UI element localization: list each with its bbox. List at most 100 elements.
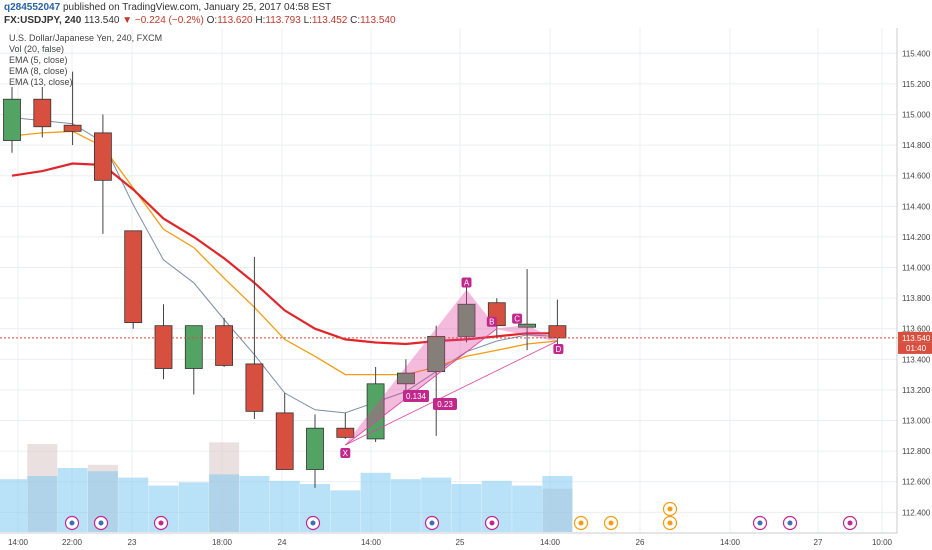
symbol-info: FX:USDJPY, 240 113.540 ▼ −0.224 (−0.2%) … (4, 15, 396, 26)
price-axis-bg (897, 28, 932, 550)
economic-event-dot (608, 520, 614, 526)
ratio-label: 0.134 (406, 392, 427, 401)
time-axis-label: 14:00 (720, 538, 741, 547)
volume-bar (209, 474, 240, 532)
economic-event-dot (667, 506, 673, 512)
candle-down (63, 124, 82, 132)
candle-up (306, 427, 324, 470)
economic-event-dot (429, 520, 435, 526)
price-axis-label: 112.800 (902, 447, 931, 456)
candle-down (245, 363, 264, 412)
username-link[interactable]: q284552047 (4, 2, 61, 13)
volume-bar (27, 476, 58, 532)
legend-title: U.S. Dollar/Japanese Yen, 240, FXCM (9, 33, 163, 43)
legend-ema8[interactable]: EMA (8, close) (9, 66, 68, 76)
candle-up (518, 323, 536, 328)
economic-event-dot (69, 520, 75, 526)
time-axis-label: 14:00 (361, 538, 382, 547)
price-axis-label: 114.400 (902, 202, 931, 211)
pattern-point-label: A (464, 278, 470, 287)
published-text: published on TradingView.com, January 25… (62, 2, 332, 13)
candle-down (215, 325, 234, 366)
pattern-bcd-triangle (496, 325, 558, 342)
volume-bar (512, 485, 543, 532)
legend-vol[interactable]: Vol (20, false) (9, 44, 65, 54)
time-axis-label: 25 (456, 538, 465, 547)
economic-event-dot (489, 520, 495, 526)
price-axis-label: 113.200 (902, 386, 931, 395)
chart-header: q284552047 published on TradingView.com,… (0, 0, 932, 30)
economic-event-dot (98, 520, 104, 526)
plot-background (0, 28, 897, 533)
price-axis-label: 113.000 (902, 417, 931, 426)
price-chart[interactable]: X A B C D 0.134 0.23 115.400 115.200 115.000 114.8… (0, 28, 932, 550)
time-axis-label: 23 (128, 538, 137, 547)
pattern-point-badge (553, 343, 564, 354)
legend-ema5[interactable]: EMA (5, close) (9, 55, 68, 65)
price-axis-label: 115.000 (902, 111, 931, 120)
volume-bar (390, 479, 421, 532)
time-axis-label: 26 (636, 538, 645, 547)
low-value: 113.452 (311, 15, 348, 26)
high-label: H: (255, 15, 266, 26)
economic-event-dot (787, 520, 793, 526)
open-value: 113.620 (217, 15, 253, 26)
time-axis-label: 14:00 (540, 538, 561, 547)
price-axis-label: 113.400 (902, 355, 931, 364)
current-price-tag (898, 331, 932, 343)
high-value: 113.793 (265, 15, 301, 26)
time-axis-label: 22:00 (62, 538, 83, 547)
volume-bar (178, 482, 209, 532)
volume-bar (118, 477, 149, 532)
time-axis-label: 24 (278, 538, 287, 547)
volume-bar (451, 484, 482, 532)
close-value: 113.540 (360, 15, 396, 26)
volume-bar (0, 479, 27, 532)
countdown-label: 01:40 (906, 344, 927, 353)
symbol-label[interactable]: FX:USDJPY, 240 (4, 15, 82, 26)
candle-down (154, 325, 173, 369)
price-axis-label: 112.400 (902, 508, 931, 517)
volume-bar (269, 480, 300, 532)
publish-info: q284552047 published on TradingView.com,… (4, 2, 331, 13)
price-axis-label: 114.000 (902, 264, 931, 273)
economic-event-dot (578, 520, 584, 526)
pattern-point-badge (340, 448, 351, 459)
price-axis-label: 114.600 (902, 172, 931, 181)
legend-ema13[interactable]: EMA (13, close) (9, 77, 73, 87)
low-label: L: (303, 15, 312, 26)
candle-up (457, 303, 476, 337)
price-change: ▼ −0.224 (−0.2%) (122, 15, 204, 26)
price-axis-label: 114.200 (902, 233, 931, 242)
candle-down (124, 230, 143, 324)
time-axis-label: 14:00 (8, 538, 29, 547)
economic-event-dot (310, 520, 316, 526)
pattern-point-label: D (556, 345, 562, 354)
candle-down (548, 325, 567, 339)
pattern-xb-line (345, 328, 498, 446)
candle-down (94, 132, 112, 181)
countdown-tag (898, 342, 932, 354)
price-axis-label: 115.200 (902, 80, 931, 89)
economic-event-dot (757, 520, 763, 526)
price-axis-label: 112.600 (902, 478, 931, 487)
time-axis-label: 27 (814, 538, 823, 547)
economic-event-dot (847, 520, 853, 526)
candle-up (396, 372, 415, 385)
current-price-label: 113.540 (902, 334, 931, 343)
pattern-point-label: X (343, 449, 349, 458)
close-label: C: (350, 15, 361, 26)
candle-up (427, 335, 446, 372)
pattern-point-label: C (514, 315, 520, 324)
pattern-xd-line (345, 340, 558, 446)
pattern-point-badge (486, 316, 497, 327)
price-axis-label: 114.800 (902, 141, 931, 150)
candle-down (275, 412, 294, 470)
ratio-label: 0.23 (437, 400, 453, 409)
candle-up (3, 98, 21, 141)
price-axis-label: 113.800 (902, 294, 931, 303)
time-axis-label: 18:00 (212, 538, 233, 547)
candle-down (336, 427, 355, 438)
last-price: 113.540 (84, 15, 120, 26)
candle-up (184, 325, 203, 369)
